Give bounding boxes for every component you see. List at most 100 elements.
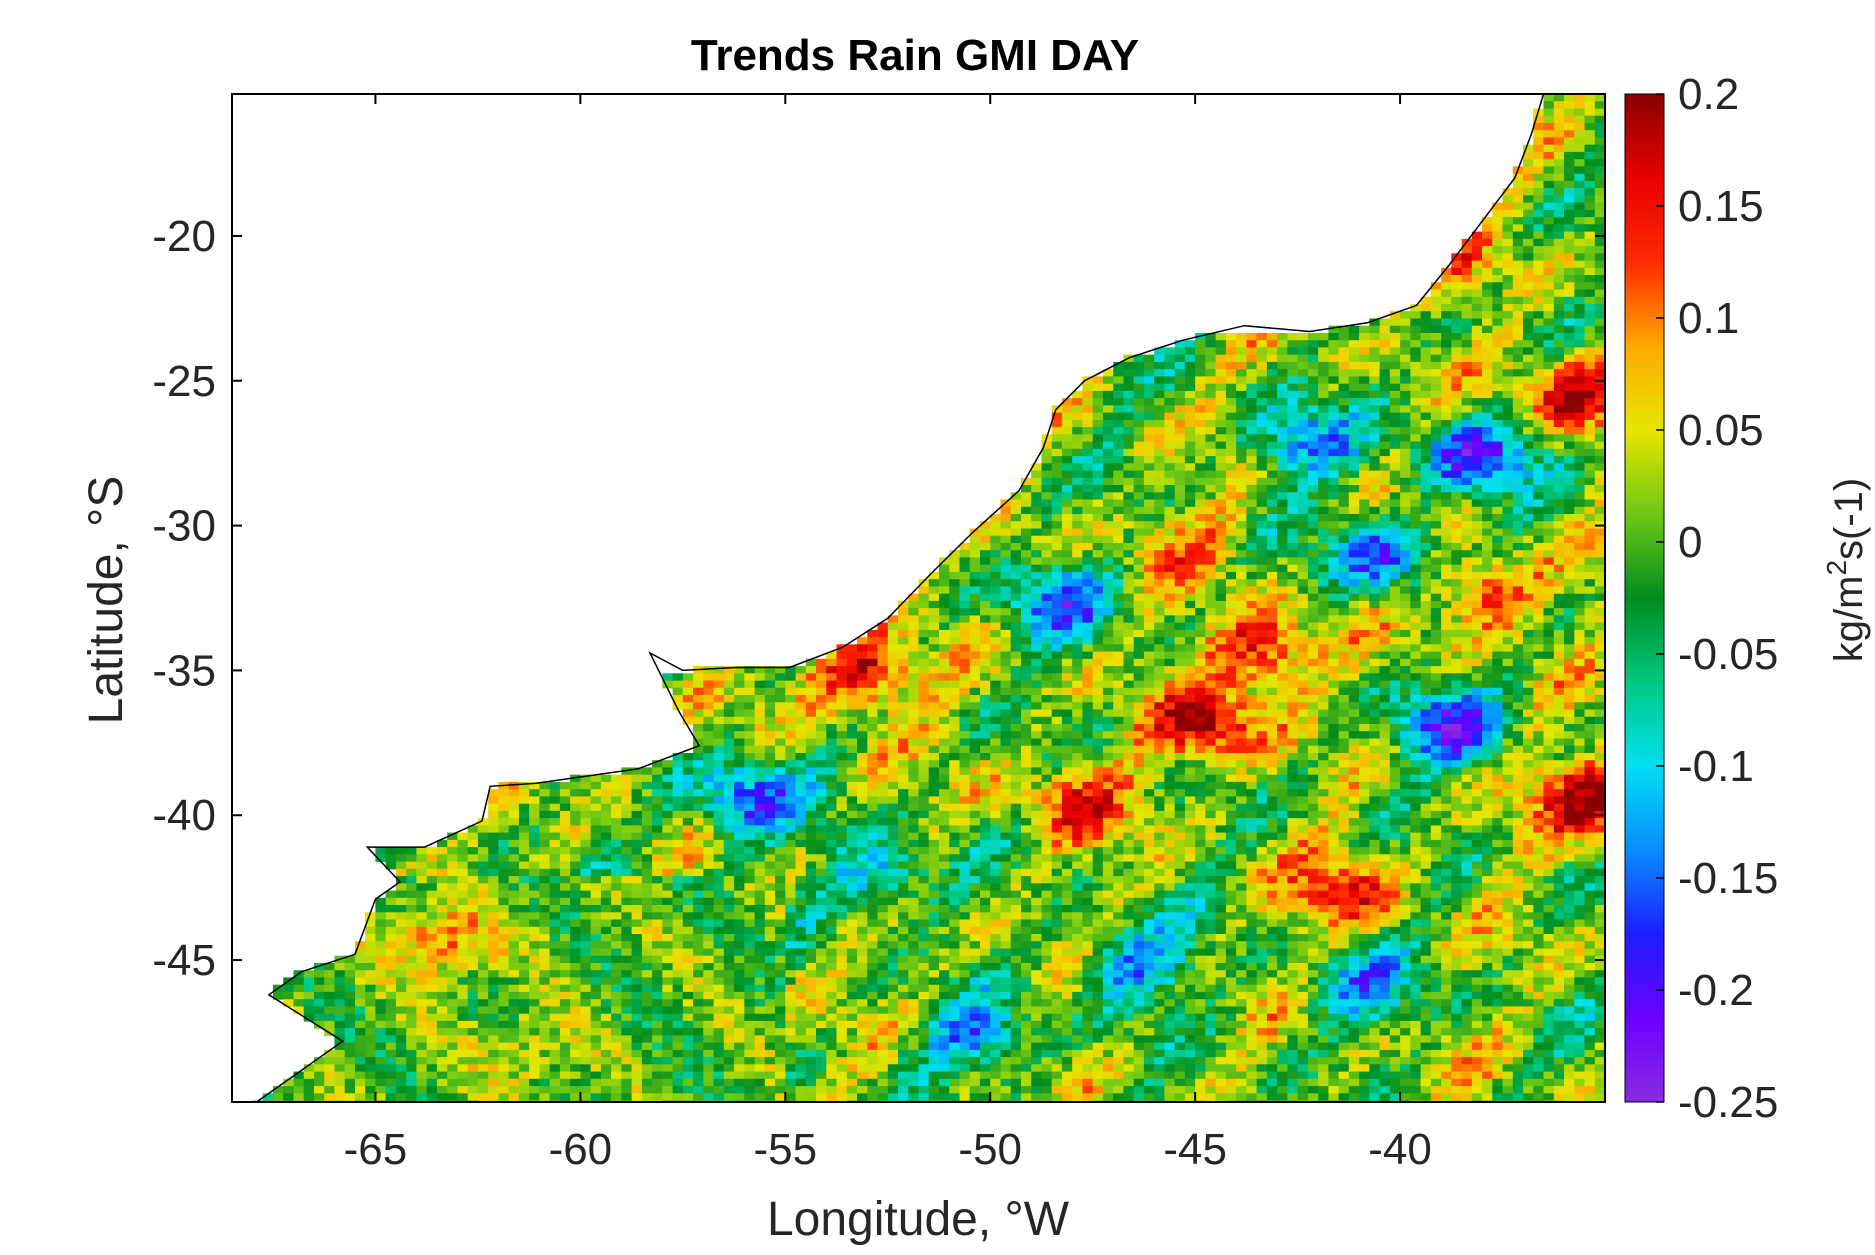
heatmap-cell xyxy=(1512,557,1524,566)
heatmap-cell xyxy=(1031,637,1042,645)
heatmap-cell xyxy=(1553,282,1565,291)
heatmap-cell xyxy=(1512,724,1524,732)
heatmap-cell xyxy=(1420,789,1432,797)
heatmap-cell xyxy=(1594,318,1605,327)
heatmap-cell xyxy=(1318,615,1329,624)
heatmap-cell xyxy=(1061,506,1073,515)
heatmap-cell xyxy=(1164,419,1176,428)
heatmap-cell xyxy=(1471,441,1483,450)
heatmap-cell xyxy=(754,709,766,718)
heatmap-cell xyxy=(1471,760,1483,768)
heatmap-cell xyxy=(1420,514,1432,522)
heatmap-cell xyxy=(1113,586,1124,595)
heatmap-cell xyxy=(1379,687,1391,696)
heatmap-cell xyxy=(1256,651,1268,660)
heatmap-cell xyxy=(1174,398,1186,406)
heatmap-cell xyxy=(939,753,950,761)
heatmap-cell xyxy=(1102,506,1114,515)
heatmap-cell xyxy=(959,753,971,761)
heatmap-cell xyxy=(1492,209,1504,218)
heatmap-cell xyxy=(1061,543,1073,551)
heatmap-cell xyxy=(764,774,776,783)
heatmap-cell xyxy=(1266,528,1278,537)
heatmap-cell xyxy=(1512,521,1524,529)
heatmap-cell xyxy=(1574,448,1586,457)
heatmap-cell xyxy=(1451,615,1463,624)
heatmap-cell xyxy=(1215,477,1227,486)
heatmap-cell xyxy=(1092,564,1104,573)
heatmap-cell xyxy=(1246,781,1258,790)
heatmap-cell xyxy=(1256,521,1268,529)
heatmap-cell xyxy=(1584,666,1596,674)
heatmap-cell xyxy=(1369,557,1381,566)
heatmap-cell xyxy=(1533,629,1545,638)
heatmap-cell xyxy=(1205,528,1217,537)
heatmap-cell xyxy=(1584,166,1596,175)
heatmap-cell xyxy=(949,702,960,711)
heatmap-cell xyxy=(1492,347,1504,356)
heatmap-cell xyxy=(1154,579,1165,587)
heatmap-cell xyxy=(1451,579,1463,587)
heatmap-cell xyxy=(1400,434,1411,443)
heatmap-cell xyxy=(1133,470,1145,479)
heatmap-cell xyxy=(641,796,653,805)
heatmap-cell xyxy=(1133,354,1145,363)
heatmap-cells xyxy=(252,94,1605,1102)
heatmap-cell xyxy=(723,673,735,682)
heatmap-cell xyxy=(980,767,991,776)
heatmap-cell xyxy=(1051,658,1063,667)
heatmap-cell xyxy=(816,760,827,768)
heatmap-cell xyxy=(1492,738,1504,747)
heatmap-cell xyxy=(1236,571,1247,580)
heatmap-cell xyxy=(1266,789,1278,797)
heatmap-cell xyxy=(518,789,530,797)
heatmap-cell xyxy=(1297,586,1309,595)
heatmap-cell xyxy=(1400,521,1411,529)
heatmap-cell xyxy=(1420,680,1432,689)
heatmap-cell xyxy=(1482,311,1493,319)
heatmap-cell xyxy=(857,803,868,812)
heatmap-cell xyxy=(1441,608,1452,616)
heatmap-cell xyxy=(867,753,879,761)
heatmap-cell xyxy=(1061,427,1073,435)
heatmap-cell xyxy=(1000,789,1012,797)
heatmap-cell xyxy=(1430,781,1442,790)
heatmap-cell xyxy=(1256,687,1268,696)
heatmap-cell xyxy=(775,796,786,805)
heatmap-cell xyxy=(1092,629,1104,638)
heatmap-cell xyxy=(1553,651,1565,660)
heatmap-cell xyxy=(1133,535,1145,544)
heatmap-cell xyxy=(908,753,920,761)
heatmap-cell xyxy=(1195,629,1206,638)
heatmap-cell xyxy=(1051,543,1063,551)
heatmap-cell xyxy=(1041,731,1053,739)
heatmap-cell xyxy=(1174,615,1186,624)
heatmap-cell xyxy=(1492,448,1504,457)
heatmap-cell xyxy=(631,796,643,805)
heatmap-cell xyxy=(1553,564,1565,573)
heatmap-cell xyxy=(1369,571,1381,580)
heatmap-cell xyxy=(857,651,868,660)
heatmap-cell xyxy=(1133,781,1145,790)
heatmap-cell xyxy=(1082,550,1094,558)
heatmap-cell xyxy=(1133,499,1145,508)
heatmap-cell xyxy=(1430,651,1442,660)
heatmap-cell xyxy=(1246,774,1258,783)
heatmap-cell xyxy=(1400,796,1411,805)
heatmap-cell xyxy=(1164,543,1176,551)
heatmap-cell xyxy=(1410,376,1422,385)
heatmap-cell xyxy=(1533,463,1545,472)
heatmap-cell xyxy=(1389,666,1401,674)
heatmap-cell xyxy=(1389,680,1401,689)
heatmap-cell xyxy=(980,600,991,609)
heatmap-cell xyxy=(1164,492,1176,501)
heatmap-cell xyxy=(1348,347,1360,356)
heatmap-cell xyxy=(1564,521,1575,529)
heatmap-cell xyxy=(1215,485,1227,493)
heatmap-cell xyxy=(1410,709,1422,718)
heatmap-cell xyxy=(1400,716,1411,725)
heatmap-cell xyxy=(1328,325,1340,334)
heatmap-cell xyxy=(1174,340,1186,348)
heatmap-cell xyxy=(1277,361,1288,370)
heatmap-cell xyxy=(1584,600,1596,609)
